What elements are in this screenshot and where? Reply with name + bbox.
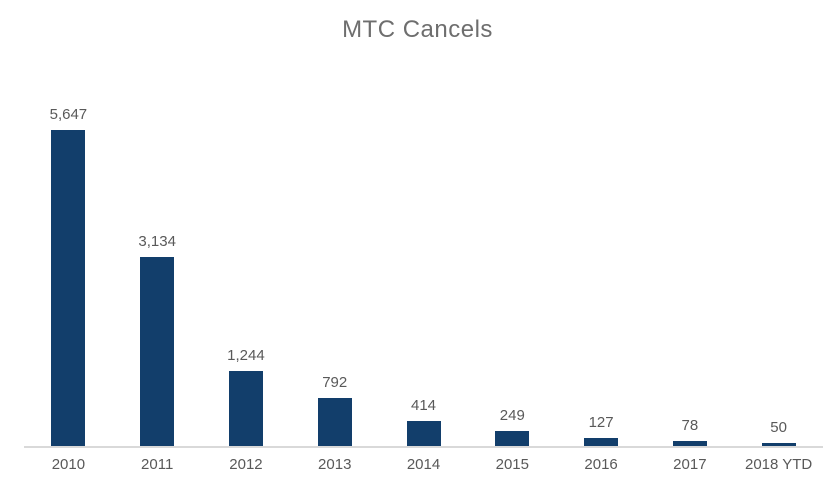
x-axis-label: 2016 — [584, 456, 618, 473]
bar-group-2015: 249 — [468, 106, 557, 446]
x-axis-label: 2012 — [229, 456, 263, 473]
bar-2013 — [317, 398, 352, 446]
bar-group-2011: 3,134 — [113, 106, 202, 446]
bar-group-2014: 414 — [379, 106, 468, 446]
value-label: 792 — [322, 374, 348, 391]
x-axis-label: 2017 — [673, 456, 707, 473]
plot-area: 5,647 3,134 1,244 792 414 249 127 78 — [24, 106, 823, 448]
bar-2017 — [672, 441, 707, 446]
x-axis-label: 2010 — [51, 456, 86, 473]
bar-group-2013: 792 — [290, 106, 379, 446]
value-label: 5,647 — [49, 106, 88, 123]
x-axis-label: 2011 — [141, 456, 174, 473]
x-axis-labels: 2010 2011 2012 2013 2014 2015 2016 2017 … — [24, 456, 823, 473]
bar-2010 — [51, 130, 86, 446]
bar-2018-ytd — [761, 443, 796, 446]
value-label: 249 — [499, 407, 525, 424]
bar-group-2012: 1,244 — [202, 106, 291, 446]
value-label: 127 — [588, 414, 614, 431]
bar-group-2016: 127 — [557, 106, 646, 446]
x-axis-label: 2018 YTD — [745, 456, 813, 473]
bar-group-2010: 5,647 — [24, 106, 113, 446]
bar-2014 — [406, 421, 441, 446]
bar-2015 — [495, 431, 530, 446]
bar-2016 — [584, 438, 619, 446]
bar-group-2018-ytd: 50 — [734, 106, 823, 446]
x-axis-label: 2015 — [495, 456, 529, 473]
x-axis-label: 2013 — [318, 456, 352, 473]
value-label: 3,134 — [138, 233, 176, 250]
bar-group-2017: 78 — [645, 106, 734, 446]
chart-title: MTC Cancels — [342, 16, 493, 43]
bar-2011 — [140, 257, 175, 446]
bar-2012 — [228, 371, 263, 446]
x-axis-label: 2014 — [406, 456, 441, 473]
value-label: 78 — [681, 417, 699, 434]
value-label: 414 — [411, 397, 437, 414]
value-label: 50 — [770, 419, 787, 436]
value-label: 1,244 — [227, 347, 265, 364]
